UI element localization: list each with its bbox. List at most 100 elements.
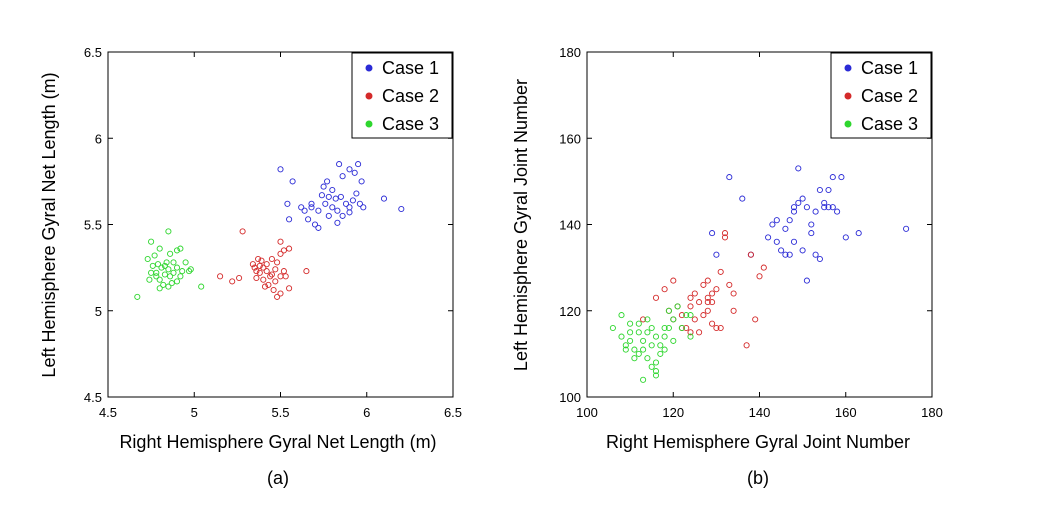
data-point-case-2 <box>268 271 275 278</box>
data-point-case-3 <box>661 346 668 353</box>
data-point-case-3 <box>644 316 651 323</box>
data-point-case-2 <box>286 245 293 252</box>
data-point-case-3 <box>156 285 163 292</box>
data-point-case-2 <box>709 299 716 306</box>
data-point-case-3 <box>187 266 194 273</box>
y-tick-label: 5 <box>95 304 102 319</box>
data-point-case-2 <box>286 285 293 292</box>
data-point-case-3 <box>687 333 694 340</box>
data-point-case-1 <box>355 161 362 168</box>
data-point-case-3 <box>153 273 160 280</box>
data-point-case-2 <box>280 247 287 254</box>
data-point-case-1 <box>324 178 331 185</box>
data-point-case-2 <box>721 234 729 241</box>
y-axis-label-a: Left Hemisphere Gyral Net Length (m) <box>39 72 59 377</box>
data-point-case-1 <box>786 217 793 224</box>
data-point-case-1 <box>358 178 365 185</box>
y-tick-label: 120 <box>559 304 581 319</box>
data-point-case-1 <box>726 174 733 181</box>
data-point-case-1 <box>816 186 823 194</box>
data-point-case-3 <box>151 252 158 259</box>
data-point-case-1 <box>782 225 789 232</box>
y-tick-label: 180 <box>559 45 581 60</box>
data-point-case-1 <box>329 186 336 194</box>
data-point-case-2 <box>255 255 262 263</box>
data-point-case-1 <box>834 208 841 215</box>
data-point-case-1 <box>790 238 798 245</box>
data-point-case-2 <box>253 274 260 282</box>
data-point-case-3 <box>670 337 677 344</box>
data-point-case-1 <box>808 221 815 228</box>
data-point-case-1 <box>769 221 776 228</box>
data-point-case-3 <box>161 262 168 269</box>
data-point-case-2 <box>683 324 690 332</box>
data-point-case-1 <box>786 251 793 258</box>
data-point-case-3 <box>618 312 625 319</box>
data-point-case-3 <box>144 255 151 263</box>
data-point-case-1 <box>790 204 798 211</box>
data-point-case-3 <box>182 259 189 266</box>
data-point-case-3 <box>644 329 651 336</box>
data-point-case-2 <box>696 329 703 336</box>
data-point-case-3 <box>154 261 162 268</box>
legend-label-case-1: Case 1 <box>861 58 918 78</box>
legend-marker-case-3 <box>365 120 373 128</box>
y-tick-label: 5.5 <box>84 218 102 233</box>
data-point-case-1 <box>315 224 322 231</box>
data-point-case-3 <box>179 268 186 275</box>
data-point-case-3 <box>165 266 172 273</box>
data-point-case-2 <box>687 329 694 336</box>
data-point-case-1 <box>289 178 296 185</box>
data-point-case-1 <box>821 204 828 211</box>
x-tick-label: 5 <box>191 405 198 420</box>
data-point-case-3 <box>640 346 647 353</box>
data-point-case-2 <box>277 238 284 245</box>
data-point-case-1 <box>311 221 319 228</box>
data-point-case-1 <box>795 165 802 172</box>
data-point-case-2 <box>756 273 763 280</box>
data-point-case-2 <box>272 266 279 273</box>
data-point-case-1 <box>301 207 308 214</box>
data-point-case-1 <box>329 204 336 211</box>
legend-marker-case-1 <box>844 64 852 72</box>
data-point-case-1 <box>782 251 789 258</box>
x-tick-label: 140 <box>749 405 771 420</box>
data-point-case-1 <box>322 200 329 207</box>
legend-label-case-2: Case 2 <box>382 86 439 106</box>
data-point-case-2 <box>696 299 703 306</box>
data-point-case-1 <box>286 216 293 223</box>
data-point-case-1 <box>380 195 388 202</box>
legend-a: Case 1 Case 2 Case 3 <box>351 52 453 139</box>
data-point-case-1 <box>342 200 350 207</box>
data-point-case-3 <box>652 333 660 340</box>
data-point-case-1 <box>353 190 360 197</box>
data-point-case-3 <box>640 376 647 383</box>
data-point-case-3 <box>670 316 677 323</box>
data-point-case-2 <box>704 277 711 284</box>
data-point-case-1 <box>903 225 910 232</box>
data-point-case-3 <box>683 312 690 319</box>
data-point-case-1 <box>709 230 716 237</box>
data-point-case-1 <box>308 200 315 207</box>
data-point-case-1 <box>765 234 772 241</box>
data-point-case-2 <box>267 273 274 280</box>
data-point-case-3 <box>635 329 642 336</box>
caption-a: (a) <box>267 468 289 488</box>
x-ticks-a: 4.5 5 5.5 6 6.5 <box>99 52 462 420</box>
data-point-case-2 <box>303 268 310 275</box>
y-tick-label: 140 <box>559 218 581 233</box>
data-point-case-3 <box>635 320 642 327</box>
data-point-case-2 <box>263 268 270 275</box>
data-point-case-2 <box>260 264 267 271</box>
data-point-case-2 <box>704 294 711 301</box>
data-point-case-1 <box>803 277 810 284</box>
data-point-case-1 <box>339 212 346 219</box>
panel-a: 4.5 5 5.5 6 6.5 4.5 5 5.5 6 6.5 Right Hemisphere… <box>39 45 462 488</box>
data-point-case-2 <box>713 324 720 332</box>
data-point-case-3 <box>665 324 672 332</box>
y-tick-label: 6.5 <box>84 45 102 60</box>
data-point-case-3 <box>198 283 205 290</box>
data-point-case-3 <box>173 247 181 254</box>
data-point-case-3 <box>186 268 193 275</box>
data-point-case-2 <box>691 316 698 323</box>
